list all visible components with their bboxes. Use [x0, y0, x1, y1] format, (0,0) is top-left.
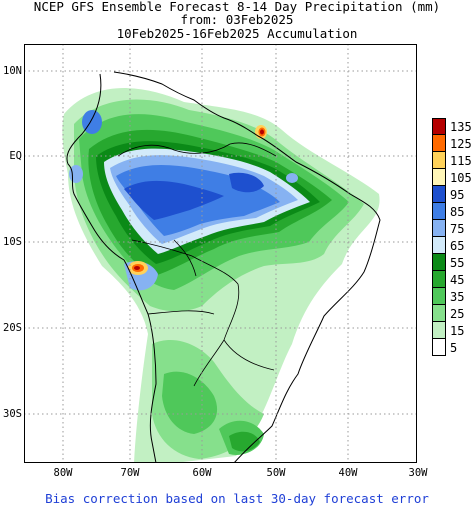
- legend-swatch: [432, 169, 446, 186]
- legend-swatch: [432, 135, 446, 152]
- legend-label: 125: [450, 137, 472, 151]
- legend-label: 35: [450, 290, 465, 304]
- legend-swatch: [432, 322, 446, 339]
- legend-entry: 75: [432, 220, 472, 237]
- legend-label: 5: [450, 341, 458, 355]
- legend-swatch: [432, 254, 446, 271]
- legend-entry: 115: [432, 152, 472, 169]
- legend-label: 85: [450, 205, 465, 219]
- legend-swatch: [432, 339, 446, 356]
- lat-label-10n: 10N: [3, 65, 22, 77]
- legend-entry: 125: [432, 135, 472, 152]
- legend-entry: 95: [432, 186, 472, 203]
- legend-entry: 85: [432, 203, 472, 220]
- country-borders: [117, 142, 277, 387]
- legend-label: 95: [450, 188, 465, 202]
- legend-label: 55: [450, 256, 465, 270]
- legend-entry: 15: [432, 322, 472, 339]
- lon-label-30w: 30W: [408, 467, 428, 479]
- precipitation-map: [24, 44, 417, 463]
- map-subtitle-period: 10Feb2025-16Feb2025 Accumulation: [116, 26, 358, 41]
- legend-swatch: [432, 271, 446, 288]
- legend-label: 105: [450, 171, 472, 185]
- lon-label-70w: 70W: [120, 467, 140, 479]
- legend-swatch: [432, 118, 446, 135]
- legend-entry: 55: [432, 254, 472, 271]
- legend-entry: 35: [432, 288, 472, 305]
- legend-entry: 45: [432, 271, 472, 288]
- legend-swatch: [432, 186, 446, 203]
- precip-95-areas: [124, 172, 264, 220]
- legend-entry: 105: [432, 169, 472, 186]
- lon-label-50w: 50W: [266, 467, 286, 479]
- lon-label-40w: 40W: [338, 467, 358, 479]
- legend-swatch: [432, 203, 446, 220]
- legend-label: 135: [450, 120, 472, 134]
- lat-label-10s: 10S: [3, 236, 22, 248]
- map-title: NCEP GFS Ensemble Forecast 8-14 Day Prec…: [33, 0, 441, 14]
- legend-swatch: [432, 305, 446, 322]
- legend-entry: 25: [432, 305, 472, 322]
- legend-swatch: [432, 237, 446, 254]
- legend-swatch: [432, 288, 446, 305]
- legend-swatch: [432, 152, 446, 169]
- lat-label-20s: 20S: [3, 322, 22, 334]
- legend-entry: 65: [432, 237, 472, 254]
- lat-label-eq: EQ: [9, 150, 22, 162]
- map-subtitle-from: from: 03Feb2025: [180, 12, 294, 27]
- lon-label-60w: 60W: [192, 467, 212, 479]
- legend-label: 65: [450, 239, 465, 253]
- map-frame: [24, 44, 417, 463]
- lon-label-80w: 80W: [53, 467, 73, 479]
- legend-label: 75: [450, 222, 465, 236]
- legend-label: 115: [450, 154, 472, 168]
- lat-label-30s: 30S: [3, 408, 22, 420]
- coastline: [66, 71, 381, 463]
- legend-swatch: [432, 220, 446, 237]
- legend-label: 25: [450, 307, 465, 321]
- legend-label: 45: [450, 273, 465, 287]
- legend-entry: 135: [432, 118, 472, 135]
- legend-label: 15: [450, 324, 465, 338]
- footer-note: Bias correction based on last 30-day for…: [45, 491, 429, 506]
- legend-entry: 5: [432, 339, 472, 356]
